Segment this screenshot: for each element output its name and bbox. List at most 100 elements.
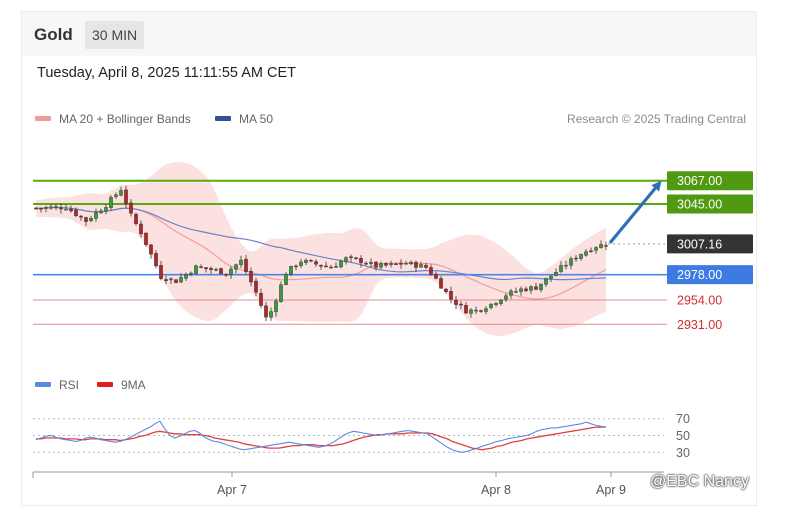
candle-body [139,223,143,235]
candle-body [449,291,453,300]
timeframe-button[interactable]: 30 MIN [85,21,145,49]
candle-body [584,251,588,256]
candle-body [409,261,413,264]
candle-body [479,310,483,312]
rsi-swatch [35,382,51,388]
candle-body [524,288,528,292]
candle-body [59,207,63,210]
candle-body [534,286,538,290]
candle-body [64,208,68,211]
candle-body [459,303,463,306]
watermark-text: @EBC Nancy [650,473,749,490]
candle-body [549,275,553,279]
candle-body [129,202,133,214]
candle-body [574,257,578,260]
candle-body [184,273,188,279]
candle-body [264,305,268,318]
candle-body [334,266,338,268]
candle-body [219,268,223,274]
legend-ma20-label: MA 20 + Bollinger Bands [59,112,191,126]
candle-body [604,245,608,247]
candle-body [529,286,533,291]
candle-body [499,299,503,304]
x-tick-label-Apr-7: Apr 7 [217,483,247,497]
candle-body [379,263,383,268]
candle-body [544,278,548,285]
candle-body [204,267,208,270]
candle-body [394,263,398,265]
level-label-3067.00: 3067.00 [677,174,722,188]
legend-rsi-label: RSI [59,378,80,392]
bollinger-band [36,162,606,337]
level-label-2954.00: 2954.00 [677,294,722,308]
candle-body [589,250,593,252]
candle-body [344,257,348,262]
level-label-3045.00: 3045.00 [677,197,722,211]
candle-body [214,269,218,271]
candle-body [74,209,78,216]
candle-body [294,265,298,268]
candle-body [494,303,498,306]
candle-body [229,268,233,275]
candle-body [579,254,583,259]
chart-card: Gold 30 MIN Tuesday, April 8, 2025 11:11… [21,11,757,506]
legend-item-ma50: MA 50 [215,112,273,126]
candle-body [594,247,598,251]
rsi-ma-swatch [97,382,113,388]
candle-body [164,279,168,281]
candle-body [244,258,248,272]
candle-body [279,284,283,302]
rsi-tick-30: 30 [676,446,690,460]
candle-body [289,266,293,275]
candle-body [364,262,368,265]
candle-body [559,265,563,272]
legend-item-9ma: 9MA [97,378,146,392]
rsi-ma9-line [36,426,606,451]
research-credit: Research © 2025 Trading Central [567,112,746,126]
level-tag-3007.16 [667,234,753,254]
rsi-panel: 70 50 30 [33,412,690,460]
candle-body [424,265,428,268]
level-tags: 3067.00 3045.00 3007.16 2978.00 2954.00 2931.… [667,171,753,332]
candle-body [174,279,178,283]
candle-body [199,266,203,268]
candle-body [109,197,113,208]
x-axis: Apr 7 Apr 8 Apr 9 [32,471,664,497]
candle-body [259,293,263,306]
candle-body [79,215,83,218]
candle-body [309,259,313,262]
candle-body [469,309,473,314]
candle-body [539,283,543,291]
candle-body [339,261,343,268]
candle-body [144,232,148,245]
level-tag-2978.00 [667,265,753,285]
candle-body [304,260,308,263]
candle-body [124,189,128,204]
legend-ma50-label: MA 50 [239,112,274,126]
candle-body [599,244,603,248]
chart-header: Gold 30 MIN [22,12,756,56]
x-tick-label-Apr-9: Apr 9 [596,483,626,497]
candle-body [319,264,323,267]
candlesticks [34,185,608,321]
candle-body [69,208,73,212]
candle-body [519,288,523,292]
level-label-3007.16: 3007.16 [677,237,722,251]
candle-body [414,262,418,268]
candle-body [34,207,38,210]
candle-body [359,257,363,264]
candle-body [514,291,518,293]
ma50-swatch [215,116,231,122]
candle-body [89,218,93,222]
forecast-arrow [608,180,662,244]
candle-body [504,295,508,300]
candle-body [329,266,333,269]
candle-body [114,194,118,197]
candle-body [369,262,373,264]
candle-body [274,300,278,313]
candle-body [249,271,253,283]
candle-body [489,303,493,308]
legend-item-rsi: RSI [35,378,79,392]
candle-body [234,264,238,270]
